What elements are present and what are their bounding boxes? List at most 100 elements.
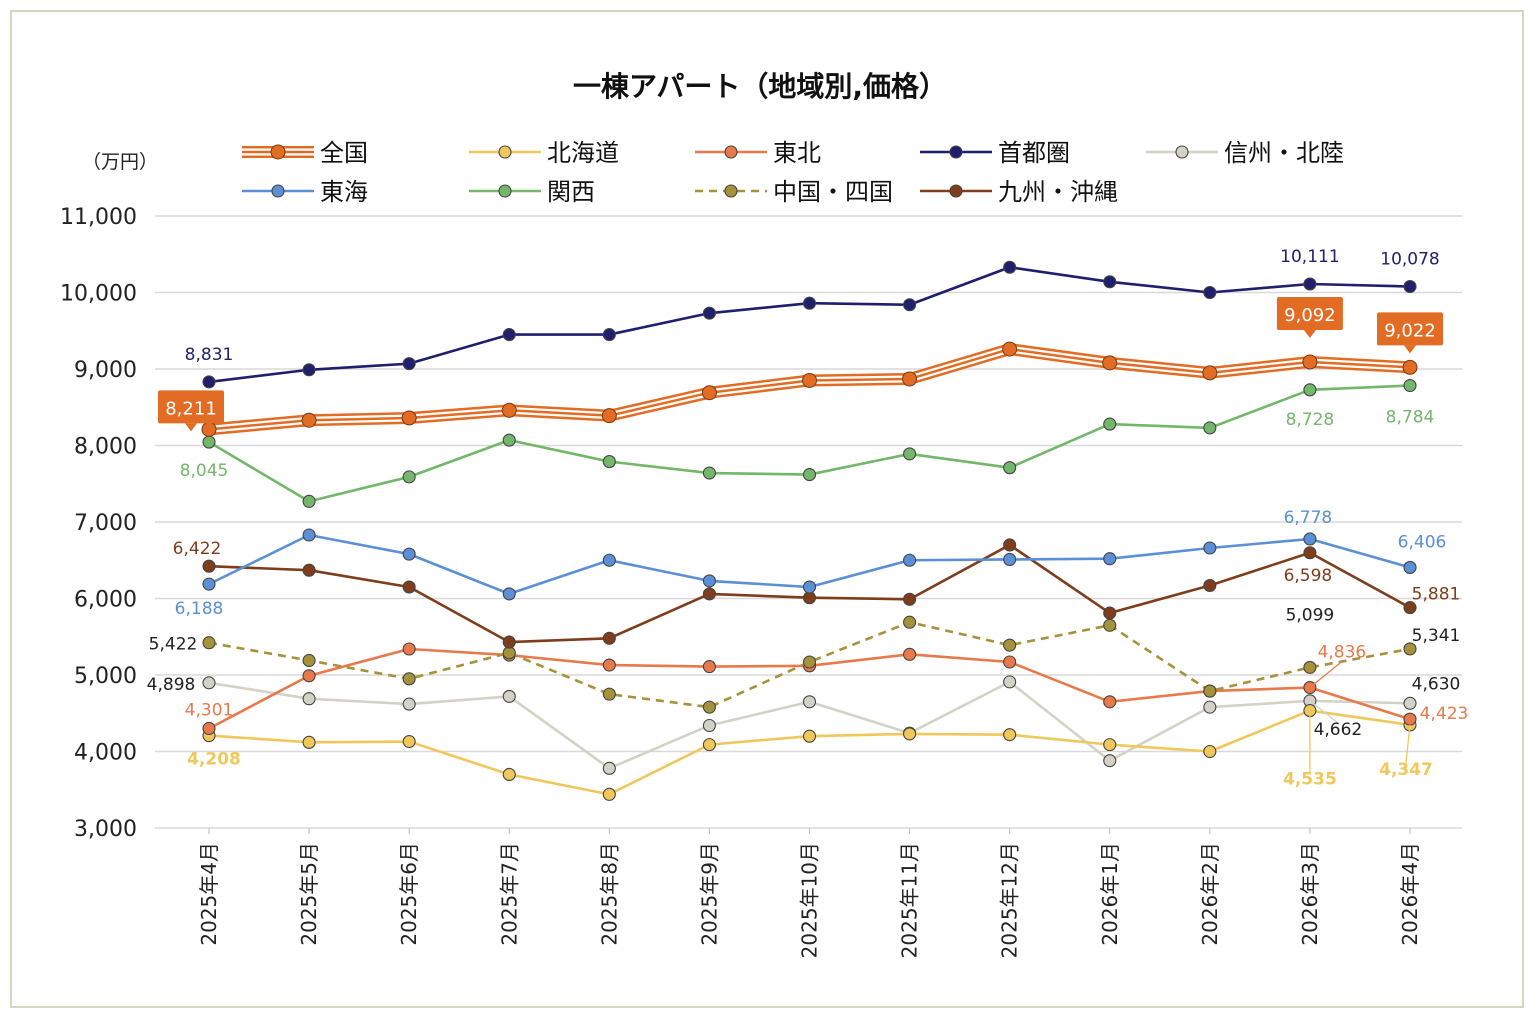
x-tick-label: 2025年9月	[697, 842, 721, 946]
data-point	[502, 767, 516, 782]
data-point	[202, 375, 216, 389]
data-point	[1103, 552, 1117, 566]
data-point	[602, 658, 616, 672]
legend-item-7: 中国・四国	[695, 178, 893, 206]
data-label-pointer	[1303, 329, 1316, 338]
data-point	[1203, 684, 1217, 698]
data-point	[202, 577, 216, 591]
data-point	[903, 592, 917, 606]
data-label-leader	[1405, 724, 1411, 764]
data-label-box	[158, 390, 224, 424]
data-label: 8,045	[180, 461, 229, 481]
series-3	[202, 260, 1417, 389]
data-point	[602, 455, 616, 469]
data-point	[302, 653, 316, 668]
data-label: 8,728	[1286, 410, 1335, 430]
data-point	[302, 563, 316, 577]
data-point	[502, 433, 516, 447]
legend-item-5: 東海	[242, 178, 368, 206]
y-tick-label: 4,000	[74, 741, 137, 766]
data-point	[1003, 461, 1017, 475]
legend-marker	[724, 184, 738, 198]
y-tick-label: 6,000	[74, 588, 137, 613]
data-point	[802, 468, 817, 482]
data-label: 10,111	[1280, 247, 1339, 267]
data-point	[301, 412, 317, 428]
data-point	[202, 559, 216, 573]
legend-label: 中国・四国	[773, 178, 893, 206]
data-label: 6,422	[173, 539, 222, 559]
y-tick-label: 11,000	[60, 205, 137, 230]
data-point	[903, 727, 917, 741]
data-point	[903, 553, 917, 567]
data-point	[302, 528, 316, 542]
data-point	[1202, 365, 1218, 381]
data-point	[802, 655, 817, 669]
data-point	[702, 466, 716, 480]
data-point	[1103, 738, 1117, 752]
data-point	[903, 447, 917, 461]
legend-marker	[498, 184, 512, 198]
data-point	[202, 636, 216, 650]
x-tick-label: 2025年12月	[998, 842, 1022, 958]
chart-frame	[10, 10, 1524, 1008]
data-point	[602, 761, 616, 775]
data-point	[402, 697, 416, 711]
x-tick-label: 2026年1月	[1098, 842, 1122, 946]
data-label: 8,831	[185, 345, 234, 365]
data-label: 5,099	[1286, 605, 1335, 625]
data-label: 4,898	[147, 675, 196, 695]
series-1	[202, 704, 1417, 801]
legend-marker	[270, 144, 286, 160]
data-point	[1103, 754, 1117, 768]
series-5	[202, 528, 1417, 601]
x-tick-label: 2026年4月	[1398, 842, 1422, 946]
data-point	[602, 553, 616, 567]
data-label: 10,078	[1380, 250, 1439, 270]
data-point	[402, 547, 416, 561]
data-label: 4,301	[185, 700, 234, 720]
data-point	[402, 357, 416, 371]
data-point	[1403, 279, 1417, 294]
legend-label: 信州・北陸	[1224, 139, 1344, 167]
x-tick-label: 2026年2月	[1198, 842, 1222, 946]
series-lines	[201, 260, 1418, 801]
series-0	[201, 341, 1418, 437]
data-label: 8,784	[1386, 408, 1435, 428]
data-point	[702, 587, 716, 601]
data-point	[1103, 606, 1117, 620]
data-point	[1203, 421, 1217, 435]
series-7	[202, 615, 1417, 714]
data-point	[602, 687, 616, 701]
y-tick-label: 9,000	[74, 358, 137, 383]
data-point	[802, 296, 817, 310]
data-point	[402, 735, 416, 749]
data-point	[1203, 541, 1217, 555]
series-4	[202, 675, 1417, 775]
x-tick-label: 2025年5月	[297, 842, 321, 946]
data-point	[202, 721, 216, 736]
data-point	[1003, 552, 1017, 567]
legend-marker	[271, 184, 285, 198]
data-point	[903, 647, 917, 661]
data-label: 5,881	[1412, 585, 1461, 605]
data-label: 6,598	[1284, 566, 1333, 586]
data-point	[1402, 359, 1418, 375]
legend-label: 全国	[320, 139, 368, 167]
data-label: 4,836	[1318, 643, 1367, 663]
data-point	[302, 669, 316, 683]
legend-label: 九州・沖縄	[998, 178, 1118, 206]
legend-marker	[498, 145, 512, 159]
x-tick-label: 2025年8月	[597, 842, 621, 946]
data-label: 6,778	[1284, 508, 1333, 528]
data-point	[1303, 660, 1317, 674]
data-point	[702, 574, 716, 588]
data-point	[902, 371, 918, 387]
data-point	[702, 700, 716, 714]
data-point	[402, 470, 416, 484]
data-label: 8,211	[165, 398, 217, 419]
y-tick-label: 7,000	[74, 511, 137, 536]
y-axis-ticks: 3,000 4,000 5,000 6,000 7,000 8,000 9,000 10,00…	[60, 205, 137, 842]
data-point	[802, 695, 817, 709]
data-labels: 8,211 9,092 9,022 8,831 10,111 10,078 8,045 8,7…	[147, 247, 1469, 790]
